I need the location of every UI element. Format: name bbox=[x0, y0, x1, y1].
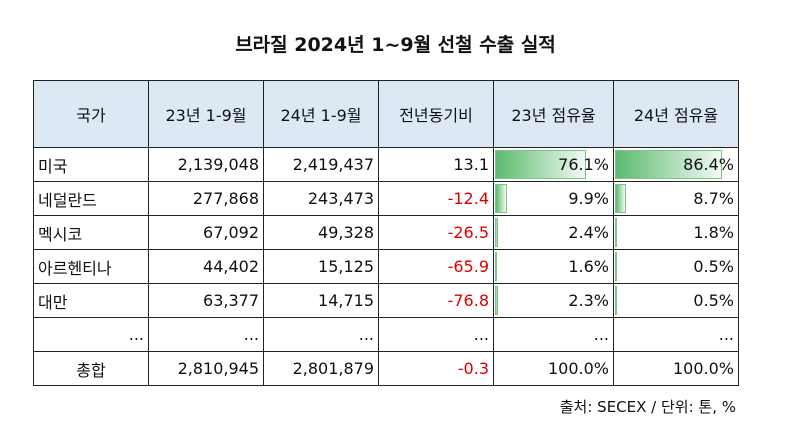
share-24-cell: ... bbox=[613, 317, 739, 352]
table-row: 네덜란드 277,868 243,473 -12.4 9.9% 8.7% bbox=[33, 181, 739, 216]
value-24-cell: 49,328 bbox=[263, 215, 379, 250]
table-row: 미국 2,139,048 2,419,437 13.1 76.1% 86.4% bbox=[33, 147, 739, 182]
total-yoy: -0.3 bbox=[378, 351, 494, 386]
value-24-cell: 15,125 bbox=[263, 249, 379, 284]
country-cell: 네덜란드 bbox=[33, 181, 149, 216]
share-23-cell: 2.4% bbox=[493, 215, 614, 250]
country-cell: 대만 bbox=[33, 283, 149, 318]
share-value: 86.4% bbox=[683, 155, 734, 174]
share-24-cell: 0.5% bbox=[613, 283, 739, 318]
share-data-bar bbox=[615, 218, 618, 247]
yoy-cell: -65.9 bbox=[378, 249, 494, 284]
value-24-cell: 243,473 bbox=[263, 181, 379, 216]
share-value: 9.9% bbox=[568, 189, 609, 208]
share-data-bar bbox=[615, 286, 617, 315]
share-23-cell: 76.1% bbox=[493, 147, 614, 182]
yoy-cell: -12.4 bbox=[378, 181, 494, 216]
share-data-bar bbox=[495, 184, 507, 213]
country-cell: ... bbox=[33, 317, 149, 352]
source-note: 출처: SECEX / 단위: 톤, % bbox=[559, 398, 736, 416]
share-24-cell: 8.7% bbox=[613, 181, 739, 216]
value-23-cell: 67,092 bbox=[148, 215, 264, 250]
share-24-cell: 1.8% bbox=[613, 215, 739, 250]
share-value: 1.8% bbox=[693, 223, 734, 242]
total-share23: 100.0% bbox=[493, 351, 614, 386]
yoy-cell: 13.1 bbox=[378, 147, 494, 182]
share-23-cell: ... bbox=[493, 317, 614, 352]
value-24-cell: 2,419,437 bbox=[263, 147, 379, 182]
table-row: 대만 63,377 14,715 -76.8 2.3% 0.5% bbox=[33, 283, 739, 318]
value-24-cell: 14,715 bbox=[263, 283, 379, 318]
total-share24: 100.0% bbox=[613, 351, 739, 386]
share-value: 8.7% bbox=[693, 189, 734, 208]
value-23-cell: ... bbox=[148, 317, 264, 352]
country-cell: 멕시코 bbox=[33, 215, 149, 250]
header-country: 국가 bbox=[33, 80, 149, 148]
header-share23: 23년 점유율 bbox=[493, 80, 614, 148]
country-cell: 아르헨티나 bbox=[33, 249, 149, 284]
share-data-bar bbox=[615, 184, 626, 213]
share-23-cell: 2.3% bbox=[493, 283, 614, 318]
share-data-bar bbox=[495, 218, 498, 247]
country-cell: 미국 bbox=[33, 147, 149, 182]
value-23-cell: 277,868 bbox=[148, 181, 264, 216]
header-share24: 24년 점유율 bbox=[613, 80, 739, 148]
value-23-cell: 63,377 bbox=[148, 283, 264, 318]
share-data-bar bbox=[495, 150, 586, 179]
share-value: 2.4% bbox=[568, 223, 609, 242]
total-24: 2,801,879 bbox=[263, 351, 379, 386]
share-data-bar bbox=[615, 252, 617, 281]
share-23-cell: 9.9% bbox=[493, 181, 614, 216]
table-row: 아르헨티나 44,402 15,125 -65.9 1.6% 0.5% bbox=[33, 249, 739, 284]
header-yoy: 전년동기비 bbox=[378, 80, 494, 148]
value-24-cell: ... bbox=[263, 317, 379, 352]
share-value: 0.5% bbox=[693, 291, 734, 310]
page-title: 브라질 2024년 1~9월 선철 수출 실적 bbox=[235, 34, 556, 56]
table-row: .................. bbox=[33, 317, 739, 352]
header-23: 23년 1-9월 bbox=[148, 80, 264, 148]
total-23: 2,810,945 bbox=[148, 351, 264, 386]
share-24-cell: 86.4% bbox=[613, 147, 739, 182]
yoy-cell: ... bbox=[378, 317, 494, 352]
share-value: 1.6% bbox=[568, 257, 609, 276]
total-label: 총합 bbox=[33, 351, 149, 386]
yoy-cell: -76.8 bbox=[378, 283, 494, 318]
header-row: 국가 23년 1-9월 24년 1-9월 전년동기비 23년 점유율 24년 점… bbox=[33, 80, 739, 148]
table-row: 멕시코 67,092 49,328 -26.5 2.4% 1.8% bbox=[33, 215, 739, 250]
share-data-bar bbox=[615, 150, 723, 179]
share-value: 76.1% bbox=[558, 155, 609, 174]
value-23-cell: 44,402 bbox=[148, 249, 264, 284]
share-data-bar bbox=[495, 252, 497, 281]
share-23-cell: 1.6% bbox=[493, 249, 614, 284]
share-value: 0.5% bbox=[693, 257, 734, 276]
share-value: 2.3% bbox=[568, 291, 609, 310]
header-24: 24년 1-9월 bbox=[263, 80, 379, 148]
share-24-cell: 0.5% bbox=[613, 249, 739, 284]
yoy-cell: -26.5 bbox=[378, 215, 494, 250]
total-row: 총합 2,810,945 2,801,879 -0.3 100.0% 100.0… bbox=[33, 351, 739, 386]
share-data-bar bbox=[495, 286, 498, 315]
export-table: 국가 23년 1-9월 24년 1-9월 전년동기비 23년 점유율 24년 점… bbox=[33, 80, 739, 386]
value-23-cell: 2,139,048 bbox=[148, 147, 264, 182]
